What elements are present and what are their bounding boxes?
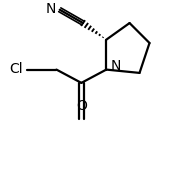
Text: N: N <box>110 59 121 73</box>
Text: N: N <box>45 2 56 16</box>
Text: Cl: Cl <box>9 62 23 76</box>
Text: O: O <box>76 99 87 113</box>
